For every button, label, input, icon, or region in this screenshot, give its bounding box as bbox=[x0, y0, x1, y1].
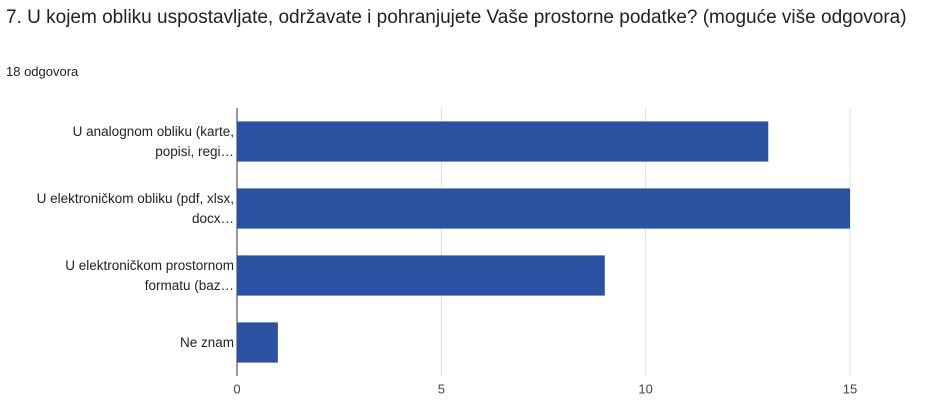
bar bbox=[237, 121, 769, 162]
bar bbox=[237, 188, 850, 229]
response-count: 18 odgovora bbox=[6, 64, 79, 79]
x-tick-label: 15 bbox=[843, 381, 857, 396]
chart-title: 7. U kojem obliku uspostavljate, održava… bbox=[6, 7, 907, 28]
x-tick-label: 5 bbox=[438, 381, 445, 396]
bar bbox=[237, 322, 278, 363]
y-tick-label: U elektroničkom prostornom formatu (baz… bbox=[65, 257, 234, 293]
x-tick-label: 10 bbox=[638, 381, 652, 396]
y-tick-label: U analognom obliku (karte, popisi, regi… bbox=[72, 123, 234, 159]
x-tick-label: 0 bbox=[233, 381, 240, 396]
y-tick-label: U elektroničkom obliku (pdf, xlsx, docx… bbox=[36, 190, 234, 226]
y-tick-label: Ne znam bbox=[179, 334, 234, 350]
bar bbox=[237, 255, 605, 296]
